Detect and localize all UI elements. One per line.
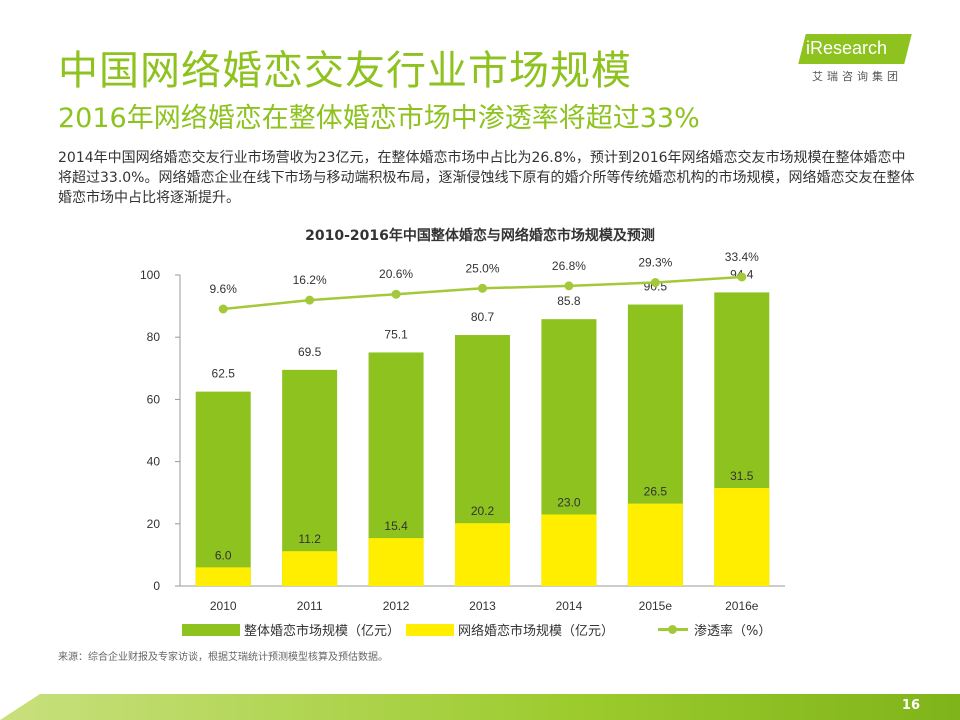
- penetration-point: [737, 272, 747, 282]
- data-label-online: 6.0: [215, 548, 232, 562]
- data-label-online: 11.2: [298, 532, 321, 546]
- bar-total-market: [282, 369, 338, 586]
- legend-line-penetration: [658, 625, 688, 634]
- penetration-point: [391, 289, 401, 299]
- chart-title: 2010-2016年中国整体婚恋与网络婚恋市场规模及预测: [305, 228, 655, 244]
- x-tick-label: 2014: [556, 599, 583, 613]
- bar-online-market: [714, 488, 770, 586]
- data-label-penetration: 16.2%: [293, 273, 327, 287]
- penetration-point: [564, 281, 574, 291]
- x-tick-label: 2011: [297, 599, 323, 613]
- chart-legend: 整体婚恋市场规模（亿元） 网络婚恋市场规模（亿元） 渗透率（%）: [0, 620, 960, 640]
- data-label-total: 69.5: [298, 345, 322, 359]
- y-tick-label: 0: [153, 579, 160, 593]
- x-tick-label: 2010: [210, 599, 237, 613]
- x-tick-label: 2012: [383, 599, 410, 613]
- bar-total-market: [195, 391, 251, 586]
- legend-swatch-online: [406, 623, 454, 636]
- legend-item-penetration: 渗透率（%）: [658, 620, 771, 639]
- y-tick-label: 60: [147, 392, 161, 406]
- legend-swatch-total: [182, 623, 240, 636]
- penetration-point: [478, 283, 487, 293]
- page-title: 中国网络婚恋交友行业市场规模: [58, 48, 632, 94]
- y-tick-label: 100: [140, 268, 160, 282]
- legend-item-online-market: 网络婚恋市场规模（亿元）: [406, 620, 614, 639]
- bar-online-market: [541, 514, 597, 586]
- iresearch-logo: iResearch 艾瑞咨询集团: [798, 34, 912, 86]
- footer-bar: [0, 694, 960, 720]
- legend-label-total: 整体婚恋市场规模（亿元）: [244, 624, 401, 639]
- footer-notch: [0, 694, 40, 720]
- bar-online-market: [195, 567, 251, 586]
- bar-online-market: [455, 523, 510, 586]
- x-tick-label: 2016e: [725, 599, 759, 613]
- legend-item-total-market: 整体婚恋市场规模（亿元）: [182, 620, 400, 639]
- data-label-penetration: 9.6%: [210, 282, 238, 296]
- data-label-online: 31.5: [730, 469, 754, 483]
- penetration-point: [218, 304, 228, 314]
- data-label-penetration: 20.6%: [379, 267, 413, 281]
- source-note: 来源：综合企业财报及专家访谈，根据艾瑞统计预测模型核算及预估数据。: [58, 652, 388, 663]
- logo-subtitle: 艾瑞咨询集团: [812, 70, 902, 83]
- data-label-penetration: 33.4%: [725, 250, 759, 264]
- data-label-total: 62.5: [212, 367, 236, 381]
- bar-online-market: [368, 538, 424, 586]
- data-label-penetration: 29.3%: [638, 256, 672, 270]
- data-label-online: 20.2: [471, 504, 495, 518]
- bar-online-market: [282, 551, 338, 586]
- logo-text: iResearch: [806, 38, 888, 58]
- data-label-penetration: 25.0%: [465, 261, 499, 275]
- data-label-online: 15.4: [384, 519, 408, 533]
- y-tick-label: 40: [147, 455, 161, 469]
- page-number: 16: [901, 698, 920, 713]
- page-subtitle: 2016年网络婚恋在整体婚恋市场中渗透率将超过33%: [58, 103, 700, 134]
- legend-label-online: 网络婚恋市场规模（亿元）: [458, 624, 615, 639]
- data-label-total: 80.7: [471, 310, 495, 324]
- y-tick-label: 20: [147, 517, 161, 531]
- x-tick-label: 2015e: [639, 599, 673, 613]
- legend-label-penetration: 渗透率（%）: [694, 624, 772, 639]
- y-tick-label: 80: [147, 330, 161, 344]
- penetration-point: [650, 278, 660, 288]
- penetration-point: [305, 295, 315, 305]
- x-tick-label: 2013: [469, 599, 496, 613]
- data-label-online: 23.0: [557, 495, 581, 509]
- summary-paragraph: 2014年中国网络婚恋交友行业市场营收为23亿元，在整体婚恋市场中占比为26.8…: [58, 150, 915, 206]
- data-label-total: 75.1: [384, 327, 408, 341]
- data-label-online: 26.5: [644, 485, 668, 499]
- data-label-penetration: 26.8%: [552, 259, 586, 273]
- bar-online-market: [627, 503, 683, 586]
- data-label-total: 85.8: [557, 294, 581, 308]
